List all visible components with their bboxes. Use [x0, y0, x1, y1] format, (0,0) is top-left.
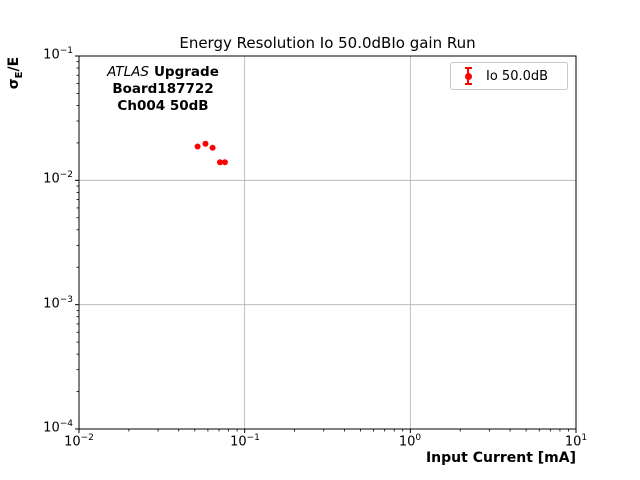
annotation-line-2: Board187722 — [112, 81, 214, 97]
x-tick-label: 101 — [564, 433, 588, 450]
x-axis-label: Input Current [mA] — [425, 450, 576, 466]
errorbar-marker-icon — [460, 65, 476, 87]
x-tick-label: 10−1 — [230, 433, 260, 450]
annotation-atlas: ATLAS — [107, 64, 149, 80]
y-axis-label: σE/E — [6, 42, 25, 104]
annotation-upgrade: Upgrade — [153, 64, 219, 80]
y-axis-label-subscript: E — [13, 71, 25, 79]
legend: Io 50.0dB — [450, 62, 568, 90]
plot-border — [78, 55, 577, 430]
x-tick-label: 10−2 — [64, 433, 94, 450]
legend-label: Io 50.0dB — [486, 68, 549, 84]
y-axis-label-sigma: σ — [6, 78, 22, 90]
y-tick-label: 10−3 — [43, 295, 73, 312]
data-point — [221, 159, 228, 166]
annotation-line-1: ATLAS Upgrade — [83, 64, 243, 81]
data-point — [209, 144, 216, 151]
data-point — [217, 159, 223, 166]
y-tick-label: 10−4 — [43, 419, 73, 436]
data-point — [194, 143, 201, 150]
x-tick-label: 100 — [398, 433, 422, 450]
y-tick-label: 10−1 — [43, 46, 73, 63]
data-point — [202, 140, 209, 147]
annotation-block: ATLAS Upgrade Board187722 Ch004 50dB — [83, 64, 243, 115]
chart-title: Energy Resolution Io 50.0dBIo gain Run — [179, 34, 476, 52]
y-axis-label-rest: /E — [6, 56, 22, 72]
annotation-line-3: Ch004 50dB — [117, 98, 209, 114]
y-tick-label: 10−2 — [43, 170, 73, 187]
